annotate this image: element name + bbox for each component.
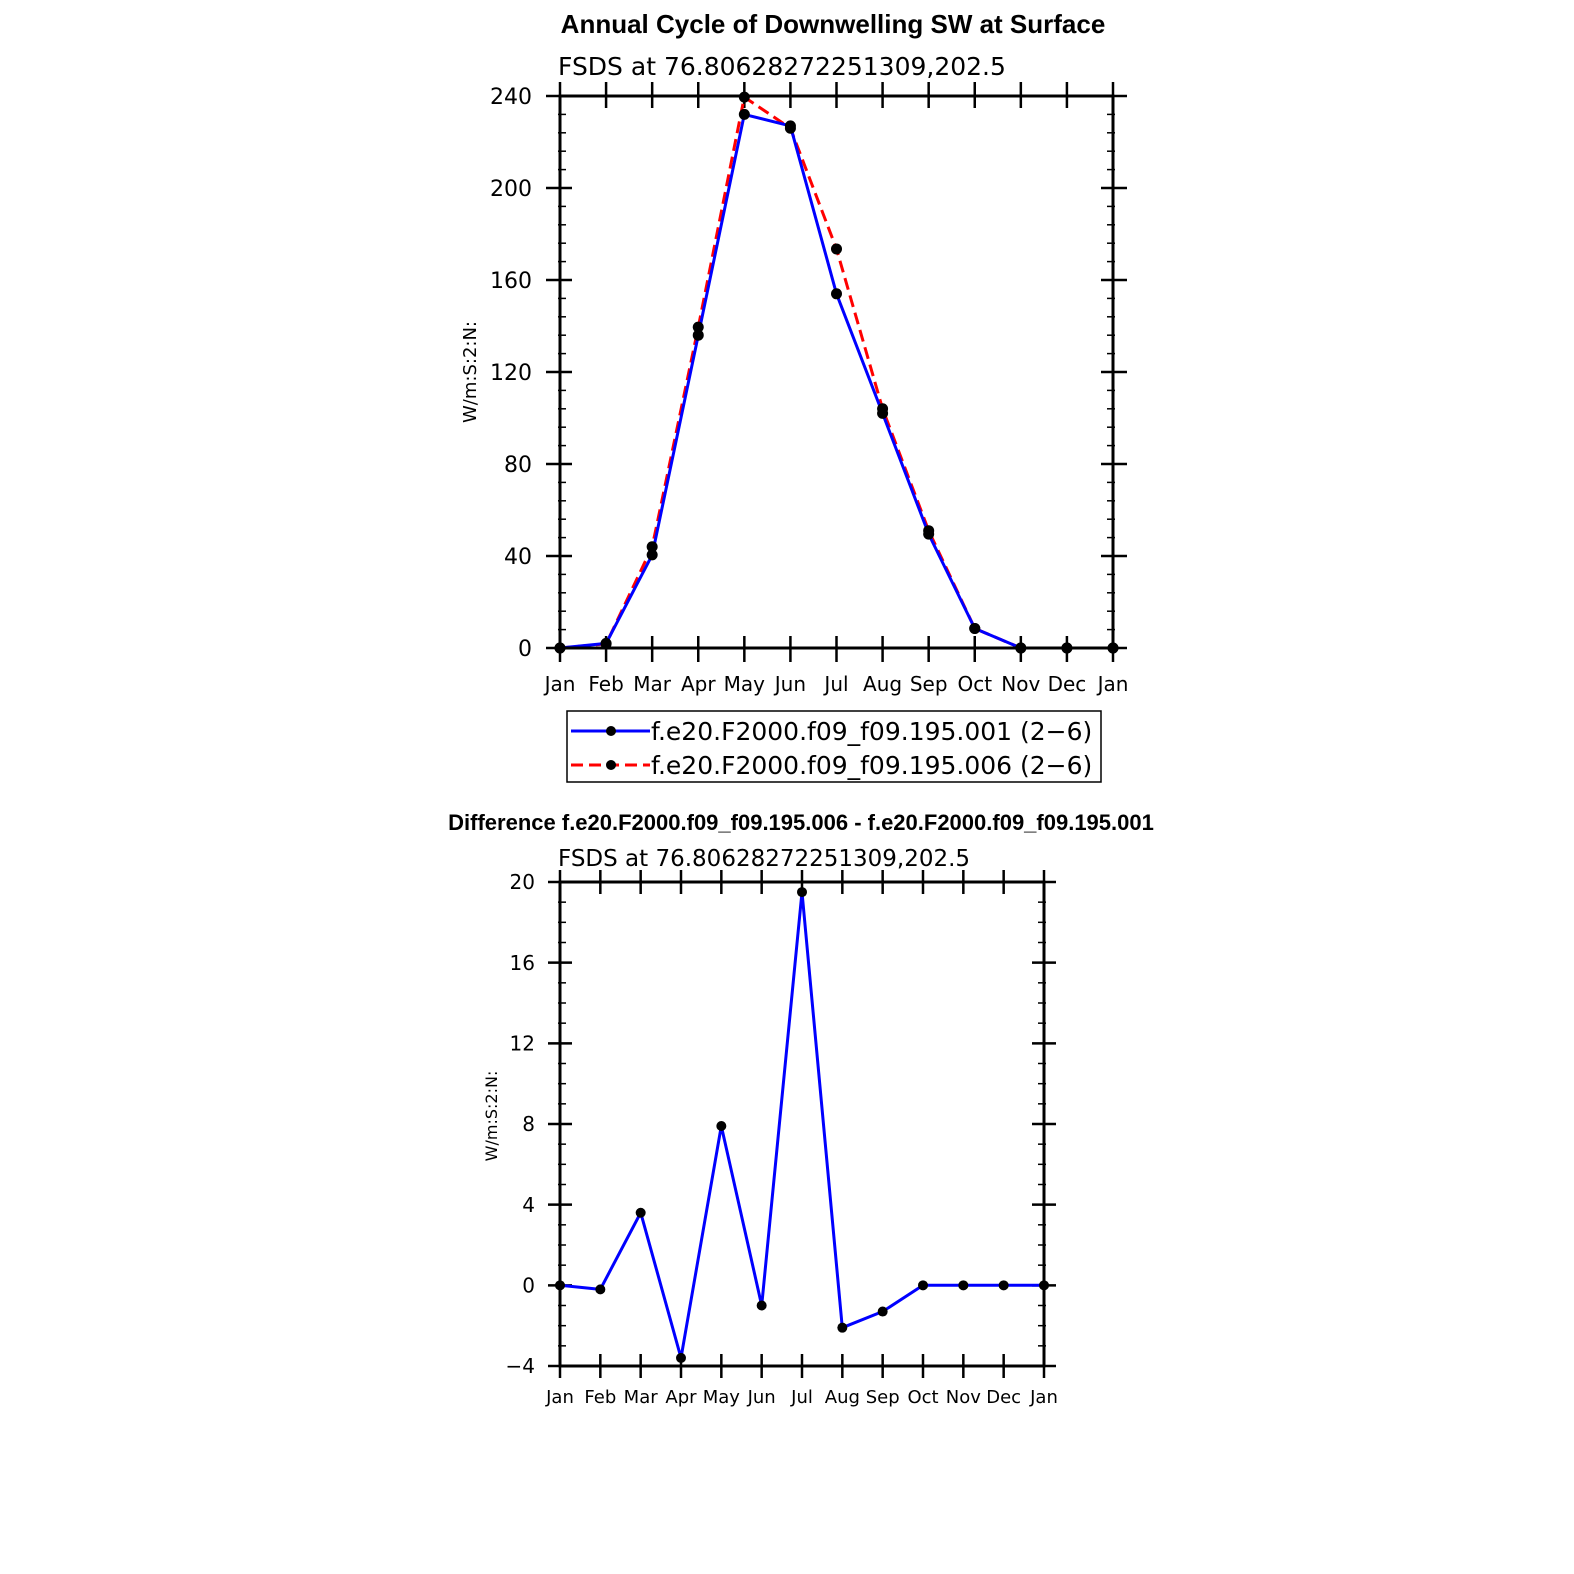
chart-subtitle: FSDS at 76.80628272251309,202.5 xyxy=(558,52,1006,81)
data-point-series-1 xyxy=(831,288,842,300)
data-point-series-2 xyxy=(784,122,796,134)
legend: f.e20.F2000.f09_f09.195.001 (2−6) f.e20.… xyxy=(566,710,1102,783)
x-tick-label: Jan xyxy=(1096,672,1129,696)
x-tick-label: Oct xyxy=(907,1387,938,1408)
data-point-series-1 xyxy=(716,1121,727,1132)
legend-box xyxy=(566,710,1102,783)
x-tick-labels: Jan Feb Mar Apr May Jun Jul Aug Sep Oct Nov Dec Jan xyxy=(543,672,1129,696)
y-tick-label: 8 xyxy=(522,1112,535,1136)
data-point-series-1 xyxy=(756,1300,767,1311)
data-point-series-1 xyxy=(692,329,704,341)
x-tick-labels: Jan Feb Mar Apr May Jun Jul Aug Sep Oct Nov Dec Jan xyxy=(545,1387,1058,1408)
data-point-series-2 xyxy=(923,525,935,537)
plot-frame xyxy=(558,94,1115,650)
data-point-series-1 xyxy=(998,1280,1009,1291)
data-point-series-1 xyxy=(958,1280,969,1291)
data-point-series-1 xyxy=(797,887,807,898)
y-tick-label: 200 xyxy=(490,177,532,202)
x-tick-label: Apr xyxy=(665,1387,697,1408)
legend-marker-series-2 xyxy=(606,760,616,770)
data-point-series-2 xyxy=(692,321,704,333)
x-tick-label: Mar xyxy=(624,1387,659,1408)
y-tick-label: −4 xyxy=(506,1354,535,1378)
x-tick-label: Nov xyxy=(946,1387,981,1408)
legend-label-series-2: f.e20.F2000.f09_f09.195.006 (2−6) xyxy=(651,751,1092,780)
data-point-series-1 xyxy=(918,1280,928,1291)
y-tick-label: 16 xyxy=(510,951,535,975)
y-tick-label: 4 xyxy=(522,1193,535,1217)
y-tick-label: 160 xyxy=(490,269,532,294)
x-tick-label: May xyxy=(703,1387,741,1408)
x-tick-label: Jun xyxy=(773,672,806,696)
data-point-series-1 xyxy=(837,1322,848,1333)
x-tick-label: Feb xyxy=(584,1387,616,1408)
y-tick-label: 0 xyxy=(522,1274,535,1298)
data-point-series-1 xyxy=(877,1306,888,1317)
y-tick-label: 0 xyxy=(518,637,532,662)
series-markers xyxy=(554,91,1119,654)
chart-title: Difference f.e20.F2000.f09_f09.195.006 -… xyxy=(448,810,1154,835)
x-tick-label: Sep xyxy=(910,672,948,696)
x-tick-label: Mar xyxy=(633,672,672,696)
chart-subtitle: FSDS at 76.80628272251309,202.5 xyxy=(558,846,970,872)
y-tick-labels: −4 0 4 8 12 16 20 xyxy=(506,870,535,1378)
difference-panel: Difference f.e20.F2000.f09_f09.195.006 -… xyxy=(448,810,1154,1408)
y-tick-label: 20 xyxy=(510,870,535,894)
x-tick-label: Dec xyxy=(986,1387,1021,1408)
series-markers xyxy=(555,887,1049,1363)
data-point-series-2 xyxy=(646,541,658,553)
y-tick-label: 40 xyxy=(504,545,532,570)
y-tick-label: 12 xyxy=(510,1032,535,1056)
plot-frame xyxy=(558,880,1046,1368)
chart-title: Annual Cycle of Downwelling SW at Surfac… xyxy=(561,9,1106,39)
y-axis-label: W/m:S:2:N: xyxy=(482,1071,501,1162)
y-tick-labels: 0 40 80 120 160 200 240 xyxy=(490,85,532,662)
y-tick-label: 120 xyxy=(490,361,532,386)
x-tick-label: Jan xyxy=(1029,1387,1058,1408)
y-tick-label: 240 xyxy=(490,85,532,110)
data-point-series-2 xyxy=(969,622,981,634)
data-point-series-1 xyxy=(595,1284,606,1295)
data-point-series-2 xyxy=(877,403,889,415)
data-point-series-1 xyxy=(676,1352,686,1363)
x-tick-label: Apr xyxy=(681,672,716,696)
x-tick-label: Oct xyxy=(957,672,992,696)
x-tick-label: Jan xyxy=(543,672,576,696)
y-tick-label: 80 xyxy=(504,453,532,478)
x-tick-label: Jan xyxy=(545,1387,574,1408)
data-point-series-2 xyxy=(831,243,842,255)
data-point-series-1 xyxy=(646,549,658,561)
legend-marker-series-1 xyxy=(606,726,616,736)
x-tick-label: Nov xyxy=(1001,672,1040,696)
x-tick-label: May xyxy=(724,672,766,696)
x-tick-label: Dec xyxy=(1048,672,1087,696)
x-tick-label: Aug xyxy=(825,1387,860,1408)
x-tick-label: Aug xyxy=(863,672,902,696)
x-tick-label: Jul xyxy=(790,1387,813,1408)
x-tick-label: Jun xyxy=(747,1387,776,1408)
x-tick-label: Jul xyxy=(822,672,848,696)
x-tick-label: Feb xyxy=(588,672,623,696)
x-tick-label: Sep xyxy=(866,1387,900,1408)
annual-cycle-panel: Annual Cycle of Downwelling SW at Surfac… xyxy=(460,9,1129,783)
data-point-series-1 xyxy=(738,108,750,120)
legend-label-series-1: f.e20.F2000.f09_f09.195.001 (2−6) xyxy=(651,717,1092,746)
data-point-series-1 xyxy=(635,1207,646,1218)
y-axis-label: W/m:S:2:N: xyxy=(460,321,481,423)
